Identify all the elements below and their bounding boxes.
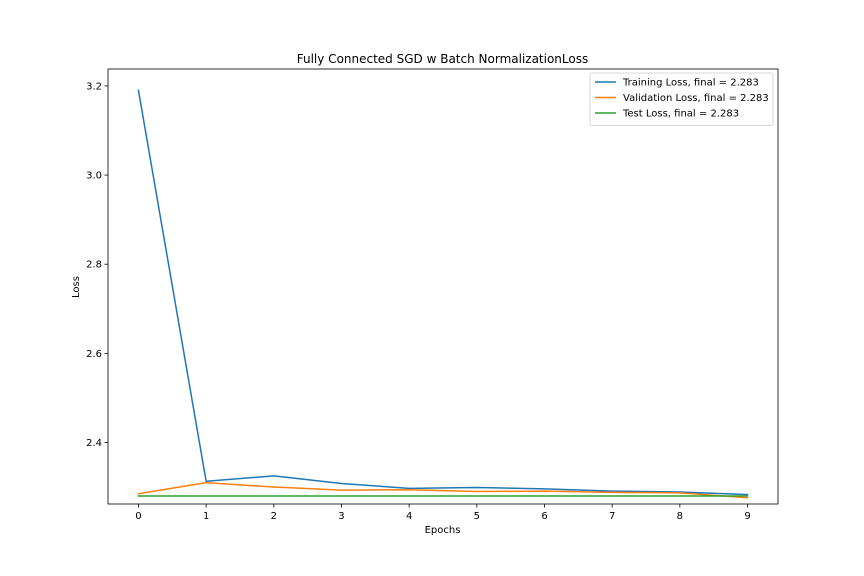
x-tick-label: 8 [677, 511, 683, 522]
chart-title: Fully Connected SGD w Batch Normalizatio… [297, 52, 589, 66]
x-axis: 0 1 2 3 4 5 6 7 8 9 [135, 504, 751, 522]
x-tick-label: 7 [609, 511, 615, 522]
legend-label: Training Loss, final = 2.283 [622, 78, 759, 89]
y-tick-label: 3.2 [86, 81, 102, 92]
x-tick-label: 9 [744, 511, 750, 522]
y-axis-label: Loss [71, 276, 82, 298]
y-axis: 2.4 2.6 2.8 3.0 3.2 [86, 81, 108, 449]
x-tick-label: 1 [203, 511, 209, 522]
legend: Training Loss, final = 2.283 Validation L… [589, 72, 774, 126]
y-tick-label: 2.6 [86, 349, 102, 360]
y-tick-label: 3.0 [86, 171, 102, 182]
series-line-0 [137, 89, 749, 496]
x-tick-label: 3 [338, 511, 344, 522]
x-tick-label: 0 [135, 511, 141, 522]
y-tick-label: 2.8 [86, 260, 102, 271]
legend-label: Test Loss, final = 2.283 [622, 109, 739, 120]
series-line-1 [137, 481, 749, 499]
x-tick-label: 2 [271, 511, 277, 522]
x-tick-label: 5 [474, 511, 480, 522]
legend-box [589, 72, 774, 126]
y-tick-label: 2.4 [86, 438, 102, 449]
x-tick-label: 6 [541, 511, 547, 522]
x-tick-label: 4 [406, 511, 412, 522]
x-axis-label: Epochs [425, 525, 461, 536]
plot-lines [137, 89, 749, 499]
plot-frame [107, 68, 779, 505]
legend-label: Validation Loss, final = 2.283 [623, 93, 769, 104]
